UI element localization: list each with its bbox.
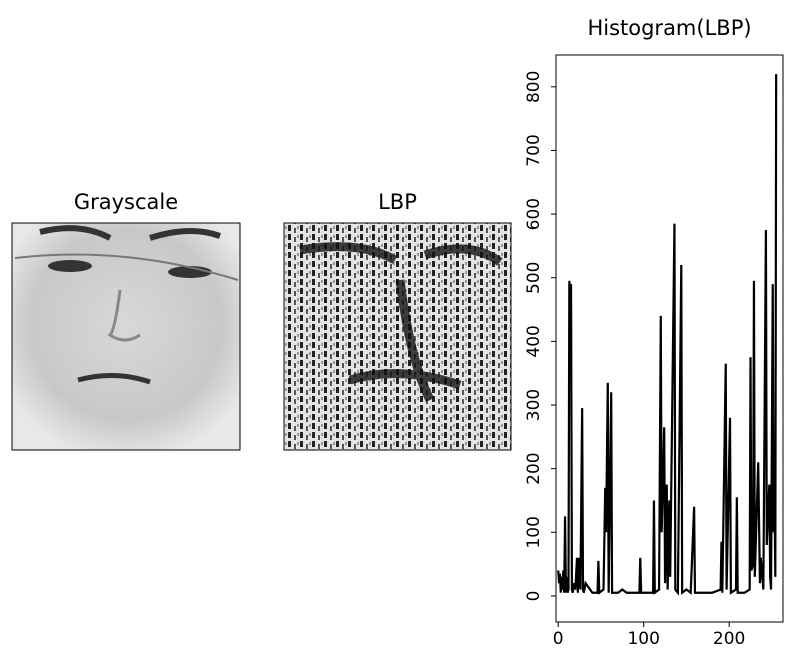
y-tick-label: 500 [524, 262, 544, 294]
x-tick-label: 0 [553, 629, 564, 649]
grayscale-image [12, 223, 240, 450]
lbp-image [284, 223, 511, 450]
image-title: LBP [378, 190, 417, 214]
y-tick-label: 300 [524, 389, 544, 421]
chart-title: Histogram(LBP) [587, 16, 751, 40]
y-tick-label: 0 [524, 590, 544, 601]
y-tick-label: 200 [524, 452, 544, 484]
figure: Grayscale LBP Histogram(LBP) 0 100 200 0 100 200… [0, 0, 785, 657]
histogram-line [558, 74, 776, 593]
x-tick-label: 100 [627, 629, 659, 649]
y-tick-label: 400 [524, 325, 544, 357]
y-tick-label: 600 [524, 198, 544, 230]
x-tick-label: 200 [713, 629, 745, 649]
y-tick-label: 100 [524, 516, 544, 548]
y-tick-label: 800 [524, 71, 544, 103]
image-title: Grayscale [74, 190, 178, 214]
y-tick-label: 700 [524, 134, 544, 166]
